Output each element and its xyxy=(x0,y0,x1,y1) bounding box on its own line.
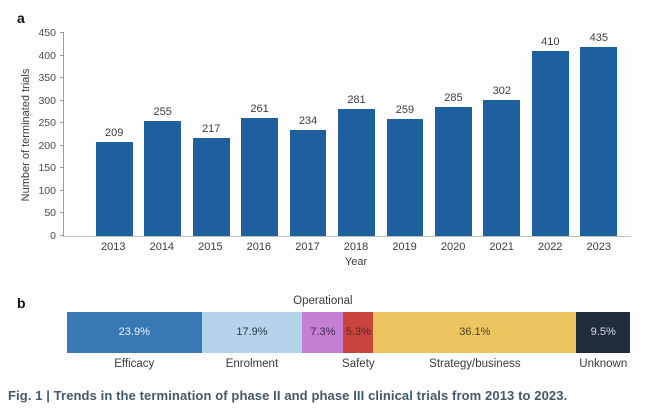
segment-operational: 7.3% xyxy=(302,312,344,353)
y-tick-label-400: 400 xyxy=(38,49,56,62)
stacked-bar-labels-above: Operational xyxy=(67,295,630,309)
panel-a-label: a xyxy=(17,10,25,26)
bar-value-label: 255 xyxy=(153,105,172,118)
bar-2021 xyxy=(483,99,521,236)
segment-name-enrolment: Enrolment xyxy=(225,358,279,370)
x-tick-label-2022: 2022 xyxy=(537,241,563,253)
x-tick-label-2014: 2014 xyxy=(149,241,175,253)
bar-value-label: 435 xyxy=(589,32,608,44)
bar-2023 xyxy=(580,47,618,236)
bar-column-2020: 285 xyxy=(429,33,477,236)
bar-2013 xyxy=(95,141,133,236)
bar-2014 xyxy=(144,120,182,236)
y-tick-mark xyxy=(60,167,64,169)
bar-column-2018: 281 xyxy=(332,33,380,236)
bar-value-label: 209 xyxy=(105,126,124,139)
x-tick-label-2020: 2020 xyxy=(440,241,466,253)
y-tick-mark xyxy=(60,32,64,33)
bar-2018 xyxy=(338,109,375,236)
bar-2022 xyxy=(531,51,569,236)
y-tick-mark xyxy=(60,212,64,214)
bar-value-label: 410 xyxy=(541,36,560,49)
panel-b-label: b xyxy=(17,295,26,311)
figure-caption: Fig. 1 | Trends in the termination of ph… xyxy=(8,388,568,403)
y-tick-label-450: 450 xyxy=(38,27,56,39)
y-tick-mark xyxy=(60,122,64,124)
segment-name-unknown: Unknown xyxy=(579,358,628,370)
bar-value-label: 234 xyxy=(298,115,318,128)
y-tick-mark xyxy=(60,189,64,191)
y-tick-label-350: 350 xyxy=(38,72,56,85)
bar-value-label: 217 xyxy=(201,123,221,136)
segment-enrolment: 17.9% xyxy=(201,312,303,353)
stacked-bar-labels-below: Efficacy Enrolment Safety Strategy/business… xyxy=(67,358,630,373)
bar-value-label: 261 xyxy=(250,103,269,116)
bar-series: 209 255 217 261 234 281 259 285 302 410 435 xyxy=(64,33,631,236)
segment-percent-label: 17.9% xyxy=(236,326,268,338)
y-tick-label-100: 100 xyxy=(38,184,56,197)
y-tick-label-250: 250 xyxy=(38,117,56,130)
segment-strategy-business: 36.1% xyxy=(373,312,577,353)
x-axis-title: Year xyxy=(344,256,368,268)
y-axis-title: Number of terminated trials xyxy=(20,68,32,202)
y-tick-label-300: 300 xyxy=(38,94,56,107)
segment-percent-label: 36.1% xyxy=(459,326,491,338)
bar-value-label: 302 xyxy=(492,84,512,97)
segment-name-operational: Operational xyxy=(293,295,353,307)
bar-2016 xyxy=(241,118,278,236)
x-tick-label-2019: 2019 xyxy=(392,241,417,253)
y-tick-label-200: 200 xyxy=(38,139,56,152)
y-tick-mark xyxy=(60,77,64,79)
bar-column-2021: 302 xyxy=(478,33,526,236)
segment-safety: 5.3% xyxy=(343,312,374,353)
segment-percent-label: 5.3% xyxy=(345,326,371,338)
segment-percent-label: 9.5% xyxy=(590,326,616,338)
bar-2020 xyxy=(434,107,472,236)
x-tick-label-2015: 2015 xyxy=(198,241,223,253)
segment-name-efficacy: Efficacy xyxy=(114,358,155,370)
bar-2019 xyxy=(386,119,424,236)
y-tick-mark xyxy=(60,54,64,56)
bar-column-2017: 234 xyxy=(284,33,332,236)
bar-column-2013: 209 xyxy=(90,33,138,236)
bar-column-2023: 435 xyxy=(575,33,623,236)
x-tick-label-2023: 2023 xyxy=(586,241,611,253)
bar-value-label: 259 xyxy=(395,104,415,117)
segment-name-strategy-business: Strategy/business xyxy=(429,358,521,370)
stacked-bar: 23.9% 17.9% 7.3% 5.3% 36.1% 9.5% xyxy=(67,312,630,353)
x-axis-ticks: 2013 2014 2015 2016 2017 2018 2019 2020 2021 2022… xyxy=(63,241,631,253)
segment-percent-label: 7.3% xyxy=(310,326,336,338)
bar-column-2022: 410 xyxy=(526,33,574,236)
bar-2015 xyxy=(192,138,230,236)
x-tick-label-2018: 2018 xyxy=(343,241,369,253)
bar-2017 xyxy=(289,130,327,236)
y-tick-mark xyxy=(60,99,64,101)
bar-column-2014: 255 xyxy=(138,33,186,236)
segment-efficacy: 23.9% xyxy=(67,312,202,353)
bar-value-label: 285 xyxy=(444,92,463,105)
bar-column-2016: 261 xyxy=(235,33,283,236)
y-tick-mark xyxy=(60,144,64,146)
y-tick-label-50: 50 xyxy=(44,207,56,220)
x-tick-label-2016: 2016 xyxy=(246,241,272,253)
x-tick-label-2021: 2021 xyxy=(489,241,514,253)
x-tick-label-2013: 2013 xyxy=(101,241,126,253)
y-tick-label-150: 150 xyxy=(38,162,56,175)
segment-percent-label: 23.9% xyxy=(118,326,150,338)
y-tick-label-0: 0 xyxy=(50,230,56,242)
segment-unknown: 9.5% xyxy=(576,312,630,353)
x-tick-label-2017: 2017 xyxy=(295,241,320,253)
bar-column-2015: 217 xyxy=(187,33,235,236)
panel-a-plot: 0 50 100 150 200 250 300 350 400 450 209 255 217 261… xyxy=(38,27,631,242)
segment-name-safety: Safety xyxy=(342,358,375,370)
y-tick-mark xyxy=(60,235,64,236)
bar-column-2019: 259 xyxy=(381,33,429,236)
bar-value-label: 281 xyxy=(347,94,366,107)
